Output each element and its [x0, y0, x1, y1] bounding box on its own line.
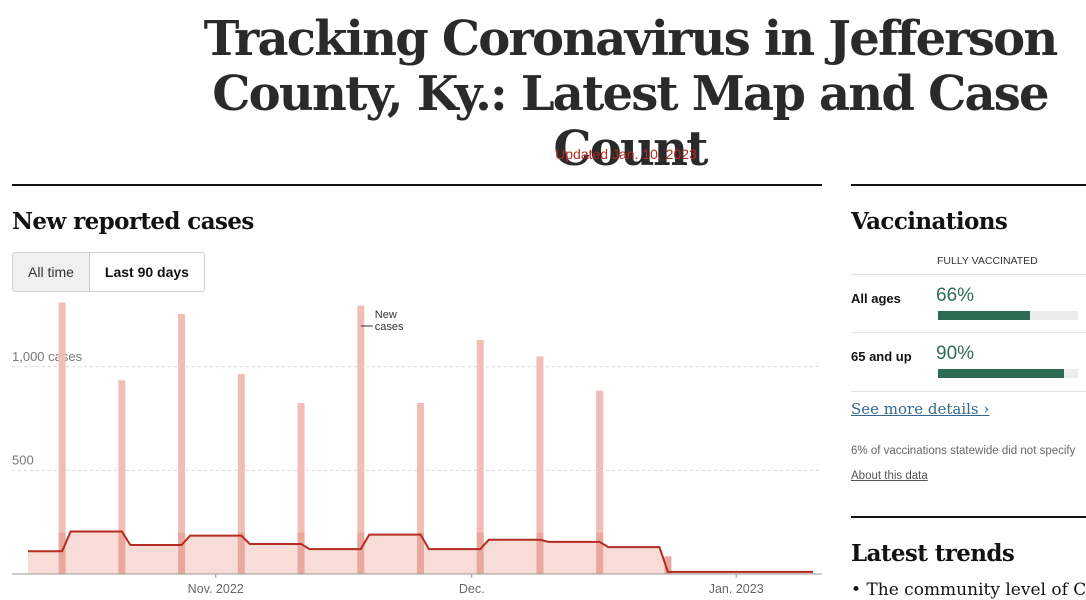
case-bar [417, 403, 424, 574]
case-bar-overlap [297, 532, 305, 574]
case-bar [118, 380, 126, 574]
case-bar [357, 305, 365, 574]
vax-row-65-and-up: 65 and up 90% [851, 332, 1086, 392]
vax-progress-fill [938, 369, 1064, 378]
case-bar-overlap [118, 532, 126, 574]
case-bar-overlap [476, 532, 484, 574]
case-bar [178, 313, 186, 574]
vaccinations-top-rule [851, 184, 1086, 186]
case-bar-overlap [664, 556, 672, 574]
vaccinations-title: Vaccinations [851, 208, 1008, 235]
cases-chart: 500 1,000 cases Nov. 2022 Dec. Jan. 2023 Newc… [12, 302, 822, 596]
see-more-details-link[interactable]: See more details › [851, 400, 990, 418]
case-bar [596, 390, 604, 574]
cases-top-rule [12, 184, 822, 186]
vaccination-note: 6% of vaccinations statewide did not spe… [851, 445, 1076, 457]
annotation-label-line2: cases [375, 321, 404, 333]
all-time-button[interactable]: All time [13, 253, 90, 291]
cases-section-title: New reported cases [12, 208, 254, 235]
updated-date: Updated Jan. 10, 2023 [555, 146, 697, 162]
vax-progress-bar [938, 369, 1078, 378]
vax-row-percent: 90% [936, 343, 975, 364]
case-bar [536, 356, 544, 574]
vax-row-label: 65 and up [851, 349, 912, 364]
vax-row-label: All ages [851, 291, 901, 306]
case-bar-overlap [58, 532, 66, 574]
fully-vaccinated-header: FULLY VACCINATED [937, 255, 1038, 267]
vax-progress-fill [938, 311, 1031, 320]
time-range-toggle: All time Last 90 days [12, 252, 205, 292]
latest-trends-title: Latest trends [851, 540, 1015, 567]
last-90-days-button[interactable]: Last 90 days [89, 253, 204, 291]
x-tick-label: Jan. 2023 [709, 582, 764, 596]
average-line [28, 530, 813, 573]
case-bar-overlap [178, 532, 186, 574]
case-bar [476, 339, 484, 574]
y-tick-label: 500 [12, 452, 34, 467]
y-tick-label: 1,000 cases [12, 349, 83, 364]
page-title: Tracking Coronavirus in Jefferson County… [203, 11, 1059, 177]
x-tick-label: Nov. 2022 [188, 582, 244, 596]
case-bar-overlap [357, 532, 365, 574]
case-bar-overlap [237, 532, 245, 574]
vax-row-all-ages: All ages 66% [851, 274, 1086, 333]
vax-progress-bar [938, 311, 1078, 320]
vax-row-percent: 66% [936, 285, 975, 306]
case-bar-overlap [596, 532, 604, 574]
annotation-label-line1: New [375, 309, 397, 321]
about-this-data-link[interactable]: About this data [851, 470, 928, 482]
x-tick-label: Dec. [459, 582, 485, 596]
case-bar [297, 403, 305, 574]
case-bar [237, 374, 245, 574]
case-bar [58, 302, 66, 574]
case-bar-overlap [417, 532, 424, 574]
case-bar-overlap [536, 532, 544, 574]
trend-item: • The community level of Covid [851, 580, 1086, 600]
trends-top-rule [851, 516, 1086, 518]
